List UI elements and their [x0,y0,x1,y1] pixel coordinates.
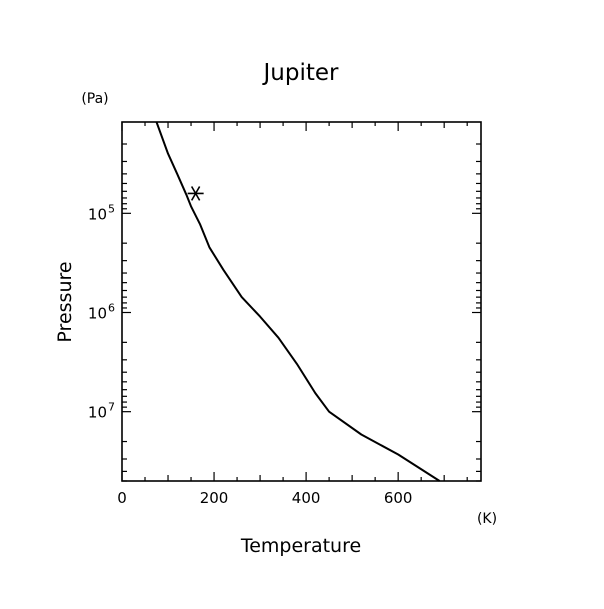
x-tick-label: 600 [384,489,413,507]
plot-frame [121,121,482,482]
y-tick-exponent: 6 [108,302,115,315]
asterisk-marker [187,186,204,201]
y-tick-label: 10 [88,404,107,422]
x-axis-title: Temperature [240,535,361,557]
y-tick-label: 10 [88,205,107,223]
y-tick-exponent: 5 [108,202,115,215]
x-tick-label: 200 [200,489,229,507]
y-tick-exponent: 7 [108,401,115,414]
y-tick-label: 10 [88,305,107,323]
chart-title: Jupiter [262,60,340,86]
y-axis-title: Pressure [54,261,76,342]
asterisk-stroke [190,186,201,201]
x-unit-label: (K) [477,511,497,527]
temperature-profile-line [155,121,441,482]
y-unit-label: (Pa) [81,91,108,107]
x-tick-label: 400 [292,489,321,507]
x-tick-label: 0 [117,489,127,507]
